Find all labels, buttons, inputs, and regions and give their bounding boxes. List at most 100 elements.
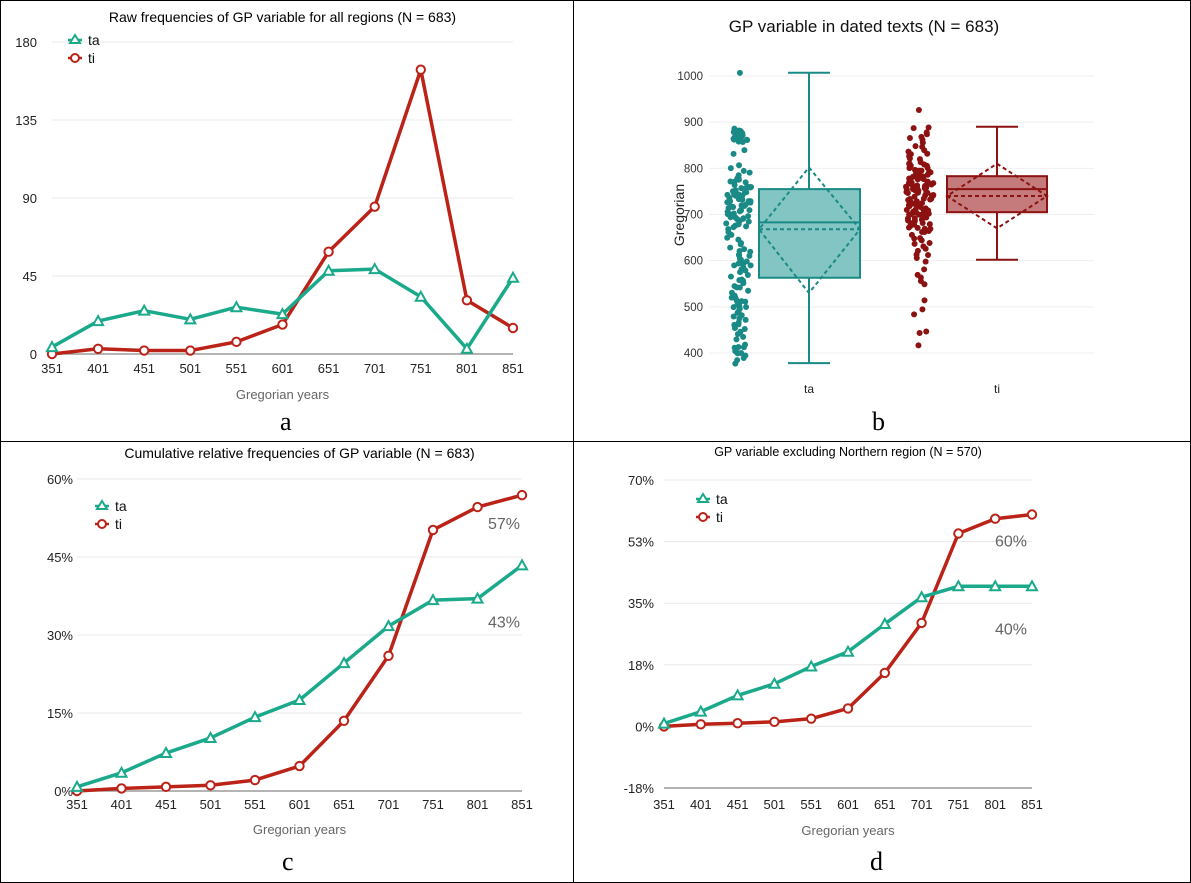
series-line-ti xyxy=(663,512,1033,729)
jitter-point-ta xyxy=(730,150,737,157)
panel-divider-horizontal xyxy=(0,441,1191,442)
x-tick-label: 801 xyxy=(467,797,489,812)
y-tick-label: 18% xyxy=(628,658,654,673)
jitter-point-ta xyxy=(724,199,731,206)
jitter-point-ti xyxy=(911,193,918,200)
jitter-point-ti xyxy=(915,342,922,349)
legend-label-ti: ti xyxy=(88,50,95,66)
jitter-point-ti xyxy=(924,150,931,157)
jitter-point-ta xyxy=(741,147,748,154)
x-tick-label: 451 xyxy=(133,361,155,376)
jitter-point-ta xyxy=(740,355,747,362)
jitter-point-ti xyxy=(922,245,929,252)
jitter-point-ti xyxy=(921,297,928,304)
jitter-point-ti xyxy=(925,207,932,214)
x-tick-label: 551 xyxy=(226,361,248,376)
jitter-point-ti xyxy=(926,239,933,246)
x-tick-label: ta xyxy=(804,382,814,396)
jitter-point-ti xyxy=(914,224,921,231)
jitter-point-ti xyxy=(927,196,934,203)
jitter-point-ti xyxy=(926,221,933,228)
y-axis-title: Gregorian xyxy=(671,184,687,246)
y-tick-label: 0% xyxy=(54,784,73,799)
x-tick-label: 851 xyxy=(511,797,533,812)
data-point-ta xyxy=(337,656,351,669)
x-tick-label: 601 xyxy=(272,361,294,376)
jitter-point-ta xyxy=(727,244,734,251)
data-point-ta xyxy=(321,263,336,276)
legend-marker-circle-icon xyxy=(698,512,708,522)
x-tick-label: 551 xyxy=(800,797,822,812)
jitter-point-ti xyxy=(912,143,919,150)
x-axis-title: Gregorian years xyxy=(236,387,330,402)
jitter-point-ta xyxy=(732,360,739,367)
jitter-point-ta xyxy=(737,241,744,248)
jitter-point-ta xyxy=(740,333,747,340)
chart-title: Cumulative relative frequencies of GP va… xyxy=(124,445,474,461)
jitter-point-ta xyxy=(740,167,747,174)
panel-a: Raw frequencies of GP variable for all r… xyxy=(0,0,573,441)
jitter-point-ta xyxy=(745,287,752,294)
panel-letter-d: d xyxy=(870,847,883,876)
jitter-point-ta xyxy=(741,325,748,332)
legend-label-ta: ta xyxy=(716,491,728,507)
jitter-point-ta xyxy=(743,223,750,230)
jitter-point-ti xyxy=(915,107,922,114)
panel-letter-b: b xyxy=(872,407,885,436)
y-tick-label: 35% xyxy=(628,596,654,611)
jitter-point-ti xyxy=(930,180,937,187)
x-tick-label: 501 xyxy=(764,797,786,812)
x-tick-label: 651 xyxy=(333,797,355,812)
x-tick-label: 851 xyxy=(502,361,524,376)
sd-diamond-ta xyxy=(757,165,862,295)
x-tick-label: 701 xyxy=(378,797,400,812)
data-point-ti xyxy=(338,715,350,726)
y-tick-label: 30% xyxy=(47,628,73,643)
data-point-ti xyxy=(472,501,483,513)
x-tick-label: 401 xyxy=(87,361,109,376)
data-point-ti xyxy=(185,345,196,356)
data-point-ta xyxy=(70,779,84,792)
jitter-point-ta xyxy=(745,218,752,225)
data-point-ti xyxy=(139,345,150,356)
jitter-point-ti xyxy=(904,189,911,196)
chart-d-excluding-northern: GP variable excluding Northern region (N… xyxy=(624,445,1043,838)
jitter-point-ti xyxy=(923,328,930,335)
data-point-ti xyxy=(277,319,288,330)
data-point-ti xyxy=(516,489,528,501)
y-tick-label: 800 xyxy=(684,163,703,175)
y-tick-label: 53% xyxy=(628,535,654,550)
y-tick-label: 600 xyxy=(684,256,703,268)
data-point-ti xyxy=(160,781,172,793)
series-line-ta xyxy=(76,563,524,789)
jitter-point-ta xyxy=(736,162,743,169)
chart-title: Raw frequencies of GP variable for all r… xyxy=(109,9,456,25)
jitter-point-ti xyxy=(913,254,920,261)
data-point-ti xyxy=(507,322,519,334)
jitter-point-ta xyxy=(730,204,737,211)
jitter-point-ti xyxy=(906,195,913,202)
jitter-point-ti xyxy=(911,235,918,242)
jitter-point-ta xyxy=(736,69,743,76)
y-tick-label: 180 xyxy=(15,35,37,50)
legend-marker-triangle-icon xyxy=(95,499,109,510)
chart-title: GP variable in dated texts (N = 683) xyxy=(729,17,999,36)
jitter-point-ta xyxy=(736,302,743,309)
jitter-point-ti xyxy=(915,173,922,180)
data-point-ta xyxy=(275,307,290,320)
jitter-point-ta xyxy=(728,294,735,301)
jitter-point-ti xyxy=(914,184,921,191)
jitter-point-ta xyxy=(738,185,745,192)
jitter-point-ti xyxy=(911,215,918,222)
jitter-point-ta xyxy=(734,330,741,337)
jitter-point-ti xyxy=(930,192,937,199)
x-tick-label: 351 xyxy=(66,797,88,812)
jitter-point-ta xyxy=(734,175,741,182)
end-value-annotation: 57% xyxy=(488,516,520,533)
data-point-ta xyxy=(694,704,708,717)
jitter-point-ti xyxy=(911,240,918,247)
jitter-point-ta xyxy=(731,321,738,328)
jitter-point-ta xyxy=(728,231,735,238)
jitter-point-ta xyxy=(724,234,731,241)
y-tick-label: 500 xyxy=(684,302,703,314)
